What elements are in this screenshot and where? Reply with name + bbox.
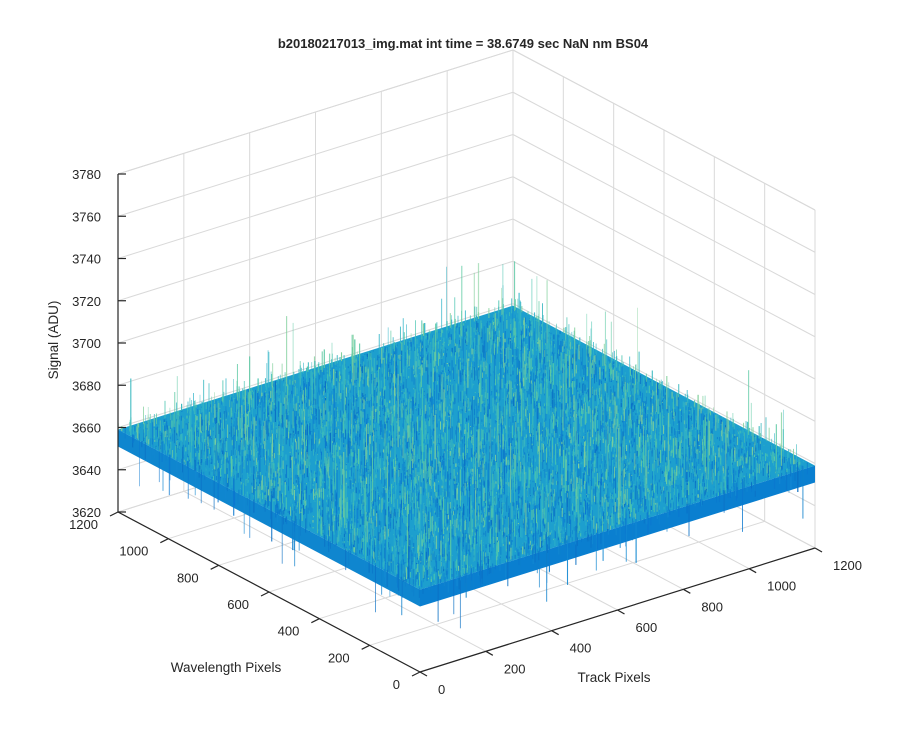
box-top-edge — [512, 49, 816, 211]
back-wall-gridline-z — [117, 218, 514, 344]
side-wall-gridline-z — [512, 176, 816, 338]
side-wall-gridline-z — [512, 218, 816, 380]
side-wall-gridline-z — [512, 260, 816, 422]
back-wall-gridline-z — [117, 260, 514, 386]
side-wall-gridline-z — [512, 91, 816, 253]
back-wall-gridline-z — [117, 134, 514, 259]
box-top-edge — [117, 49, 514, 175]
surface — [117, 261, 815, 629]
back-wall-gridline-z — [117, 91, 514, 217]
surface-left-face — [118, 429, 420, 607]
back-wall-gridline-z — [117, 176, 514, 302]
side-wall-gridline-z — [512, 134, 816, 295]
